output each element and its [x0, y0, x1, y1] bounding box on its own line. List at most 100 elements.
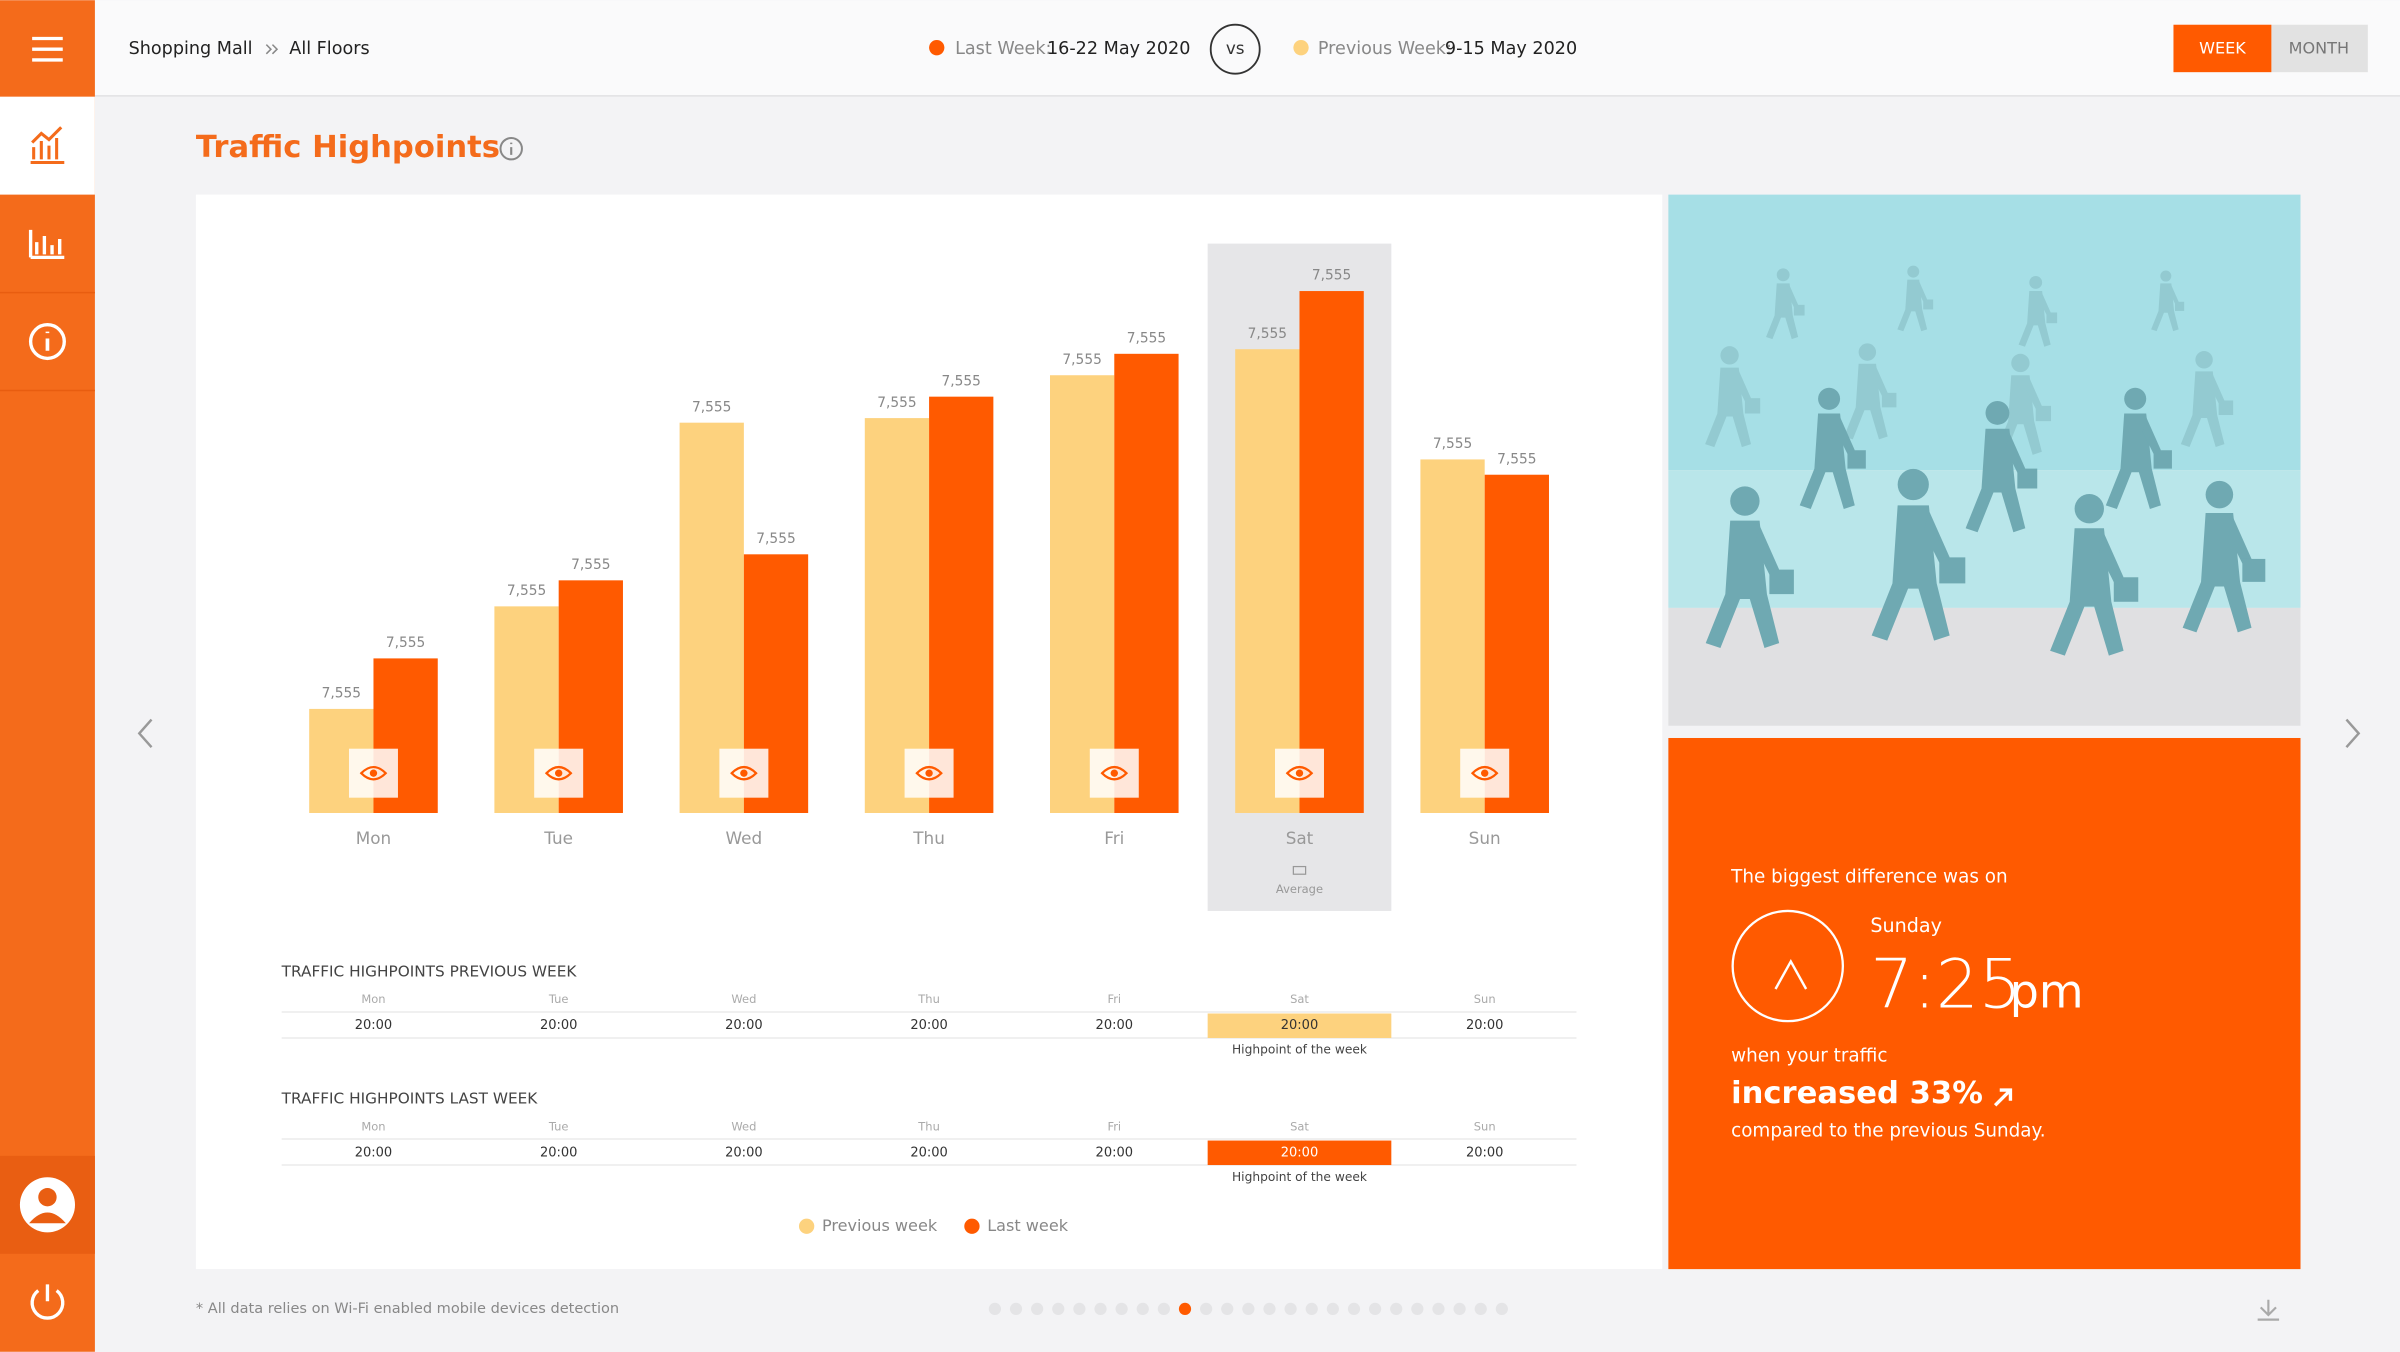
title-info-icon[interactable] — [499, 136, 523, 161]
page-dot[interactable] — [1115, 1302, 1128, 1316]
bar — [1299, 291, 1364, 813]
table-time: 20:00 — [910, 1018, 947, 1033]
page-dot[interactable] — [1031, 1302, 1044, 1316]
insight-panel — [1668, 737, 2301, 1270]
table-day: Thu — [917, 1119, 940, 1133]
eye-pupil — [1481, 769, 1489, 777]
prev-arrow[interactable] — [137, 718, 153, 748]
last-week-dates: 16-22 May 2020 — [1047, 39, 1190, 59]
table-time: 20:00 — [1466, 1018, 1503, 1033]
table-time: 20:00 — [355, 1145, 392, 1160]
page-dot[interactable] — [1221, 1302, 1234, 1316]
next-arrow[interactable] — [2345, 718, 2361, 748]
table-time: 20:00 — [1281, 1018, 1318, 1033]
menu-button[interactable] — [32, 36, 63, 62]
page-dot[interactable] — [1368, 1302, 1382, 1316]
insight-intro: The biggest difference was on — [1730, 866, 2007, 887]
value-label: 7,555 — [877, 395, 916, 411]
legend-label: Previous week — [822, 1216, 938, 1235]
page-dot[interactable] — [1178, 1302, 1192, 1316]
table-title: TRAFFIC HIGHPOINTS PREVIOUS WEEK — [281, 963, 578, 981]
x-tick-label: Fri — [1104, 828, 1124, 848]
table-highlight — [1207, 1140, 1392, 1166]
bar-chart: Average 7,555 7,555 Mon 7,555 7,555 Tue 7,555 7,… — [281, 243, 1577, 1235]
page-dot[interactable] — [1284, 1302, 1297, 1316]
x-tick-label: Mon — [356, 828, 391, 848]
last-week-label: Last Week: — [955, 39, 1051, 59]
bar — [929, 396, 994, 813]
value-label: 7,555 — [1127, 331, 1166, 347]
table-time: 20:00 — [540, 1145, 577, 1160]
page-dot[interactable] — [1073, 1302, 1086, 1316]
page-dot[interactable] — [1305, 1302, 1318, 1316]
clock-hands — [1774, 958, 1808, 990]
table-time: 20:00 — [540, 1018, 577, 1033]
nav-icon-info[interactable] — [28, 323, 66, 361]
week-button[interactable] — [2173, 24, 2272, 73]
month-button-label[interactable]: MONTH — [2289, 39, 2349, 58]
value-label: 7,555 — [571, 557, 610, 573]
page-dot[interactable] — [1136, 1302, 1149, 1316]
clock-face — [1731, 909, 1845, 1023]
page-dot[interactable] — [1453, 1302, 1466, 1316]
table-time: 20:00 — [355, 1018, 392, 1033]
vs-circle — [1209, 23, 1261, 75]
table-day: Mon — [361, 1119, 385, 1133]
bar — [1050, 375, 1115, 813]
table-day: Wed — [731, 992, 756, 1006]
page-dot[interactable] — [1411, 1302, 1424, 1316]
breadcrumb[interactable]: Shopping Mall — [129, 39, 253, 59]
eye-icon — [359, 766, 388, 781]
nav-icon-bars[interactable] — [28, 229, 65, 260]
table-day: Tue — [548, 992, 569, 1006]
value-label: 7,555 — [322, 686, 361, 702]
page-dot[interactable] — [1200, 1302, 1213, 1316]
table-day: Sun — [1474, 1119, 1496, 1133]
page-dot[interactable] — [1094, 1302, 1107, 1316]
value-label: 7,555 — [386, 635, 425, 651]
pagination — [988, 1302, 1508, 1316]
value-label: 7,555 — [1312, 268, 1351, 284]
eye-icon — [1285, 766, 1314, 781]
previous-week-label: Previous Week: — [1318, 39, 1452, 59]
insight-time: 7:25 — [1870, 945, 2021, 1024]
month-button[interactable] — [2271, 24, 2368, 73]
week-button-label[interactable]: WEEK — [2199, 39, 2246, 58]
legend-dot — [1293, 40, 1309, 56]
power-button[interactable] — [30, 1284, 65, 1320]
bar — [1235, 349, 1300, 813]
page-dot[interactable] — [1347, 1302, 1361, 1316]
page-dot[interactable] — [1052, 1302, 1065, 1316]
user-avatar-body — [29, 1212, 66, 1224]
download-button[interactable] — [2257, 1299, 2280, 1321]
eye-pupil — [1110, 769, 1118, 777]
page-dot[interactable] — [1242, 1302, 1255, 1316]
breadcrumb[interactable]: All Floors — [289, 39, 369, 59]
insight-tail: compared to the previous Sunday. — [1731, 1120, 2046, 1141]
legend-dot — [964, 1218, 980, 1234]
x-tick-label: Tue — [543, 828, 573, 848]
vs-text: vs — [1226, 38, 1245, 58]
table-title: TRAFFIC HIGHPOINTS LAST WEEK — [281, 1090, 539, 1108]
table-day: Wed — [731, 1119, 756, 1133]
page-dot[interactable] — [1009, 1302, 1023, 1316]
page-dot[interactable] — [1474, 1302, 1487, 1316]
increase-arrow — [1993, 1088, 2013, 1107]
page-dot[interactable] — [1390, 1302, 1403, 1316]
legend-label: Last week — [987, 1216, 1068, 1235]
page-dot[interactable] — [988, 1302, 1002, 1316]
sidebar — [0, 0, 95, 1352]
eye-pupil — [369, 769, 378, 777]
page-dot[interactable] — [1157, 1302, 1170, 1316]
insight-change: increased 33% — [1731, 1076, 1983, 1111]
eye-pupil — [925, 769, 933, 777]
page-dot[interactable] — [1432, 1302, 1445, 1316]
page-dot[interactable] — [1495, 1302, 1508, 1316]
table-day: Tue — [548, 1119, 569, 1133]
page-dot[interactable] — [1263, 1302, 1276, 1316]
page-dot[interactable] — [1326, 1302, 1339, 1316]
previous-week-dates: 9-15 May 2020 — [1445, 39, 1577, 59]
header-bar — [94, 0, 2400, 96]
value-label: 7,555 — [507, 583, 546, 599]
